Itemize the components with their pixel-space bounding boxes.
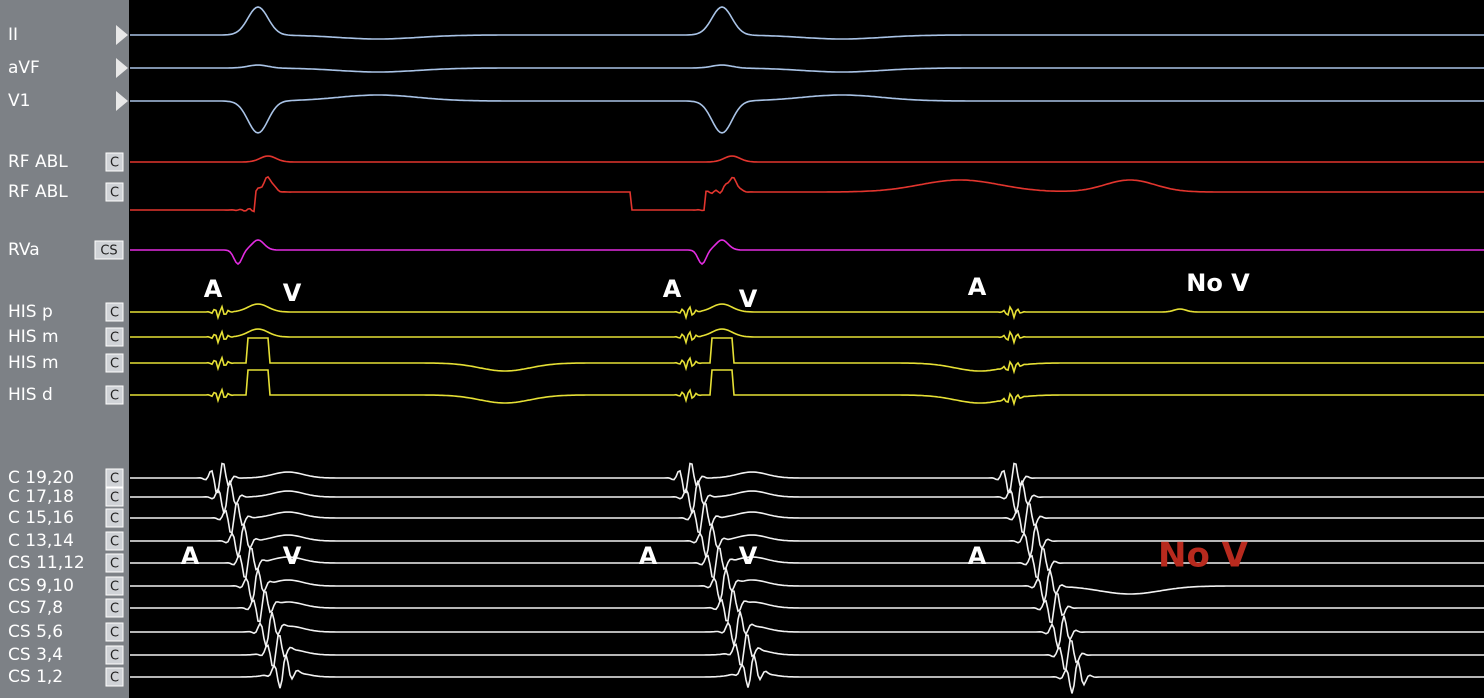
- channel-arrow: [116, 58, 128, 78]
- annotation: A: [663, 275, 682, 303]
- channel-label: RF ABL: [8, 152, 68, 172]
- trace: [130, 611, 1484, 649]
- channel-badge: [105, 553, 124, 573]
- trace: [130, 480, 1484, 514]
- annotation: A: [968, 542, 987, 570]
- channel-badge: [105, 487, 124, 507]
- channel-badge-text: C: [110, 649, 119, 664]
- trace: [130, 590, 1484, 624]
- channel-badge: [105, 667, 124, 687]
- annotation: A: [181, 542, 200, 570]
- channel-badge-text: C: [110, 512, 119, 527]
- channel-label: V1: [8, 91, 30, 111]
- channel-badge-text: C: [110, 671, 119, 686]
- channel-badge-text: C: [110, 156, 119, 171]
- channel-badge-text: C: [110, 331, 119, 346]
- channel-badge: [105, 598, 124, 618]
- channel-badge-text: C: [110, 602, 119, 617]
- annotation: No V: [1158, 536, 1249, 576]
- channel-badge: [105, 468, 124, 488]
- trace-area: [129, 0, 1484, 698]
- channel-label: RF ABL: [8, 182, 68, 202]
- channel-badge: [94, 240, 124, 260]
- channel-label: HIS d: [8, 385, 53, 405]
- channel-badge: [105, 645, 124, 665]
- annotation: No V: [1186, 269, 1250, 297]
- trace: [130, 654, 1484, 694]
- trace: [130, 303, 1484, 321]
- channel-label: aVF: [8, 58, 40, 78]
- trace: [130, 328, 1484, 346]
- channel-label: CS 9,10: [8, 576, 74, 596]
- channel-arrow: [116, 25, 128, 45]
- channel-badge: [105, 622, 124, 642]
- channel-badge: [105, 152, 124, 172]
- trace: [130, 524, 1484, 558]
- channel-label: CS 1,2: [8, 667, 63, 687]
- trace: [130, 462, 1484, 494]
- channel-label: II: [8, 25, 18, 45]
- annotation: V: [283, 542, 302, 570]
- annotation: A: [968, 273, 987, 301]
- channel-label: HIS m: [8, 327, 59, 347]
- channel-badge: [105, 508, 124, 528]
- channel-badge: [105, 576, 124, 596]
- trace: [130, 633, 1484, 671]
- channel-badge-text: C: [110, 557, 119, 572]
- trace: [130, 94, 1484, 134]
- channel-label: CS 3,4: [8, 645, 63, 665]
- channel-label: CS 5,6: [8, 622, 63, 642]
- channel-badge-text: CS: [100, 244, 117, 259]
- channel-badge-text: C: [110, 626, 119, 641]
- trace: [130, 155, 1484, 163]
- channel-badge-text: C: [110, 389, 119, 404]
- trace: [130, 547, 1484, 579]
- channel-arrow: [116, 91, 128, 111]
- channel-label: C 15,16: [8, 508, 74, 528]
- channel-label: C 19,20: [8, 468, 74, 488]
- channel-badge-text: C: [110, 580, 119, 595]
- annotation: V: [283, 279, 302, 307]
- annotation: A: [204, 275, 223, 303]
- trace: [130, 502, 1484, 534]
- trace: [130, 175, 1484, 213]
- trace: [130, 64, 1484, 73]
- channel-badge: [105, 353, 124, 373]
- channel-badge-text: C: [110, 472, 119, 487]
- channel-badge-text: C: [110, 186, 119, 201]
- channel-label: CS 7,8: [8, 598, 63, 618]
- channel-label: C 17,18: [8, 487, 74, 507]
- channel-badge: [105, 302, 124, 322]
- channel-label: HIS m: [8, 353, 59, 373]
- channel-label: CS 11,12: [8, 553, 85, 573]
- trace: [130, 239, 1484, 266]
- trace: [130, 369, 1484, 407]
- channel-badge: [105, 182, 124, 202]
- channel-label: RVa: [8, 240, 40, 260]
- channel-label: HIS p: [8, 302, 53, 322]
- channel-label: C 13,14: [8, 531, 74, 551]
- trace: [130, 6, 1484, 40]
- channel-badge-text: C: [110, 306, 119, 321]
- annotation: V: [739, 542, 758, 570]
- channel-badge: [105, 385, 124, 405]
- trace: [130, 337, 1484, 375]
- channel-badge-text: C: [110, 491, 119, 506]
- trace: [130, 568, 1484, 603]
- annotation: V: [739, 285, 758, 313]
- channel-badge: [105, 531, 124, 551]
- annotation: A: [639, 542, 658, 570]
- channel-badge-text: C: [110, 535, 119, 550]
- channel-badge: [105, 327, 124, 347]
- channel-badge-text: C: [110, 357, 119, 372]
